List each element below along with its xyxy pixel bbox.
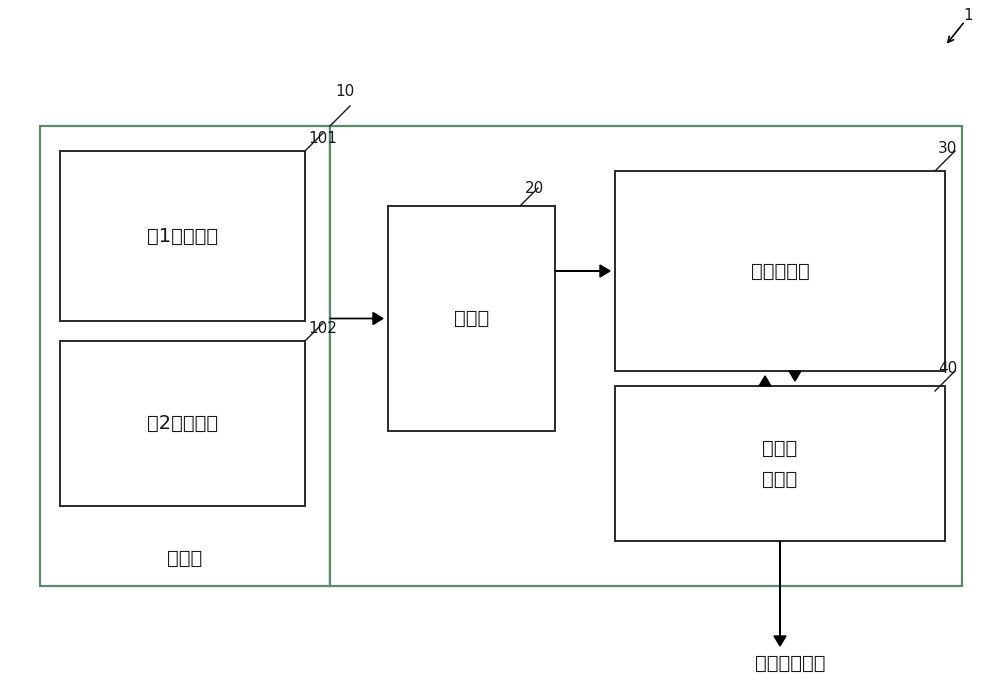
Text: 20: 20 (525, 181, 544, 196)
Text: 102: 102 (308, 321, 337, 336)
Bar (60, 341, 305, 506)
Text: 对机器人控制: 对机器人控制 (755, 654, 825, 672)
Text: 1: 1 (963, 8, 973, 23)
Bar (615, 171, 945, 371)
Bar (615, 386, 945, 541)
Text: 摄像部: 摄像部 (454, 309, 489, 328)
Bar (388, 206, 555, 431)
FancyArrow shape (330, 312, 383, 325)
Bar (330, 126, 962, 586)
Text: 第1发光元件: 第1发光元件 (147, 227, 218, 245)
Text: 40: 40 (938, 361, 957, 376)
FancyArrow shape (774, 541, 786, 646)
Text: 第2发光元件: 第2发光元件 (147, 414, 218, 433)
FancyArrow shape (789, 371, 801, 381)
Text: 10: 10 (335, 84, 354, 99)
Text: 30: 30 (938, 141, 957, 156)
Bar (60, 151, 305, 321)
Text: 101: 101 (308, 131, 337, 146)
FancyArrow shape (759, 376, 771, 386)
FancyArrow shape (555, 265, 610, 277)
Text: 机器人
控制部: 机器人 控制部 (762, 439, 798, 489)
Text: 投光部: 投光部 (167, 549, 203, 567)
Bar (40, 126, 330, 586)
Text: 摄像处理部: 摄像处理部 (751, 261, 809, 281)
